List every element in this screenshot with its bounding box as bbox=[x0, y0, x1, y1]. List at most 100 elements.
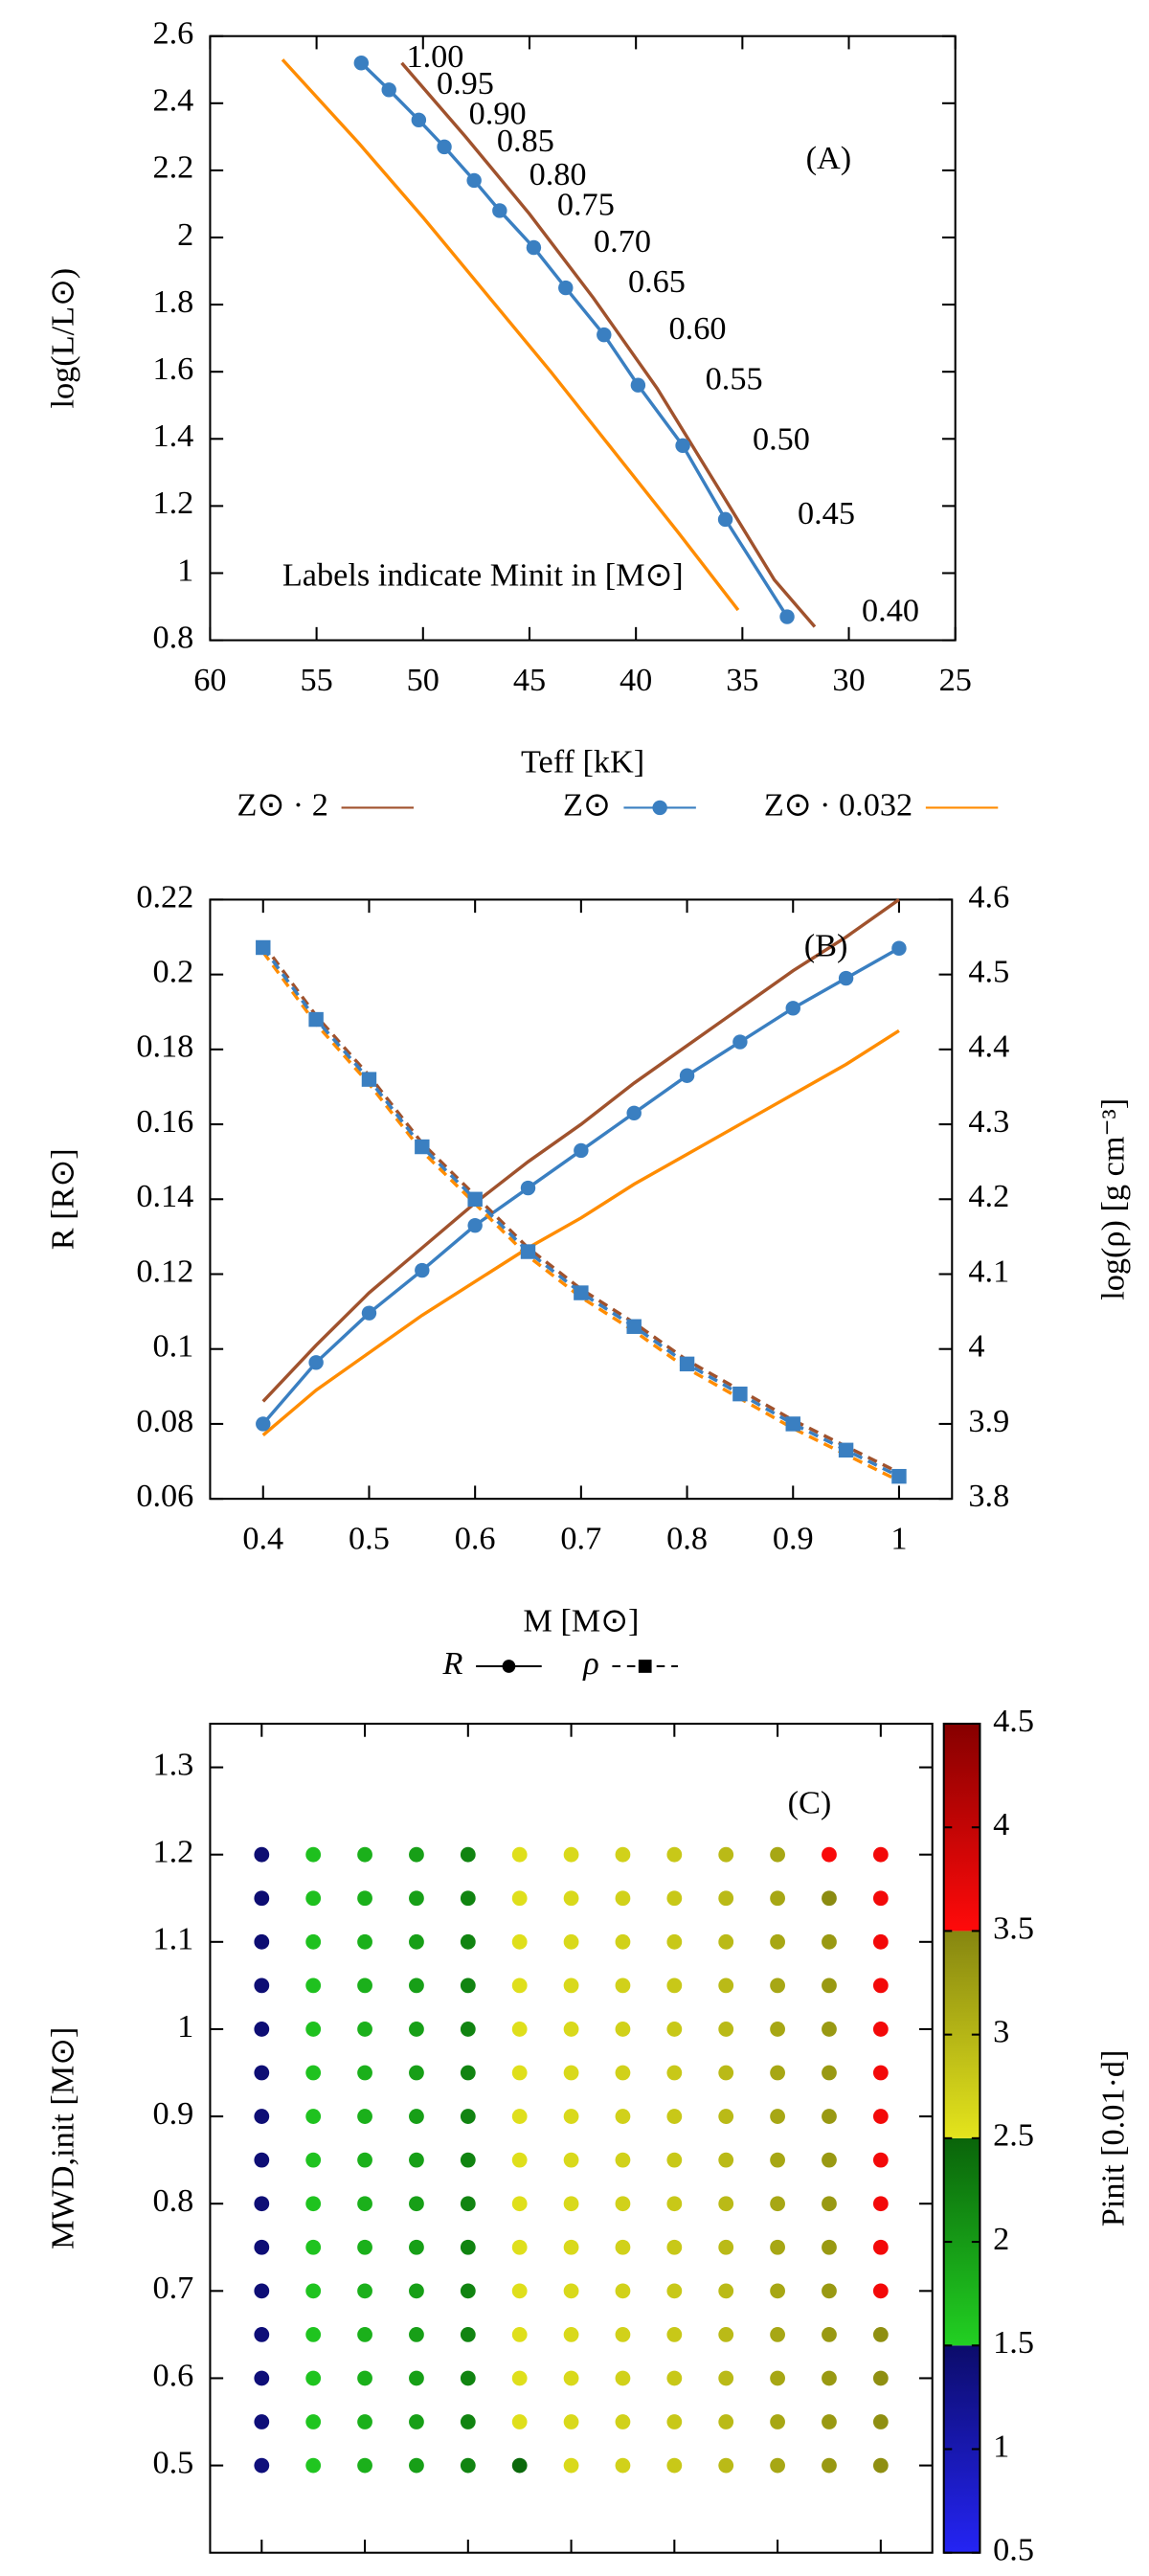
x-axis-label: M [M⊙] bbox=[523, 1602, 639, 1638]
data-point bbox=[460, 1846, 476, 1863]
data-point bbox=[872, 2196, 889, 2212]
data-point bbox=[666, 2239, 683, 2255]
data-point bbox=[872, 2109, 889, 2124]
data-point bbox=[409, 2414, 424, 2429]
y-tick-label: 1.1 bbox=[152, 1921, 193, 1957]
data-point bbox=[460, 2457, 476, 2474]
x-tick-label: 0.6 bbox=[447, 2574, 488, 2576]
data-point bbox=[511, 2457, 528, 2474]
data-point bbox=[785, 1416, 800, 1432]
data-point bbox=[305, 2065, 322, 2081]
data-point bbox=[526, 239, 542, 256]
x-tick-label: 0.8 bbox=[666, 1521, 708, 1557]
legend-label: Z⊙ bbox=[563, 786, 611, 823]
data-point bbox=[718, 2196, 734, 2212]
data-point bbox=[615, 2022, 631, 2037]
y2-tick-label: 4.2 bbox=[968, 1178, 1009, 1214]
data-point bbox=[770, 2239, 785, 2255]
colorbar-tick-label: 3.5 bbox=[993, 1909, 1034, 1946]
data-point bbox=[511, 2370, 528, 2386]
data-point bbox=[520, 1244, 536, 1259]
colorbar-tick-label: 4.5 bbox=[993, 1703, 1034, 1739]
data-point bbox=[718, 2152, 734, 2168]
data-point bbox=[409, 1890, 424, 1907]
data-point bbox=[254, 1890, 270, 1907]
y-tick-label: 0.12 bbox=[136, 1253, 193, 1289]
data-point bbox=[563, 2109, 579, 2124]
data-point bbox=[308, 1355, 324, 1370]
data-point bbox=[409, 2457, 424, 2474]
data-point bbox=[822, 2196, 837, 2212]
mass-label: 1.00 bbox=[406, 38, 463, 75]
data-point bbox=[460, 1933, 476, 1950]
data-point bbox=[254, 2022, 270, 2037]
data-point bbox=[305, 2457, 322, 2474]
data-point bbox=[718, 2327, 734, 2342]
plot-frame bbox=[209, 898, 954, 1501]
data-point bbox=[460, 2152, 476, 2168]
mass-label: 0.95 bbox=[437, 65, 494, 102]
data-point bbox=[308, 1011, 324, 1028]
data-point bbox=[511, 1977, 528, 1994]
data-point bbox=[770, 1846, 785, 1863]
data-point bbox=[718, 2022, 734, 2037]
x-tick-label: 0.4 bbox=[241, 2574, 282, 2576]
data-point bbox=[732, 1386, 748, 1402]
data-point bbox=[597, 327, 612, 343]
data-point bbox=[822, 1890, 837, 1907]
colorbar-tick-label: 1 bbox=[993, 2428, 1009, 2464]
data-point bbox=[460, 2196, 476, 2212]
legend-label: R bbox=[441, 1645, 462, 1682]
data-point bbox=[891, 940, 907, 956]
data-point bbox=[415, 1139, 430, 1155]
data-point bbox=[409, 1846, 424, 1863]
x-tick-label: 35 bbox=[726, 662, 758, 698]
y-tick-label: 1 bbox=[177, 552, 193, 588]
data-point bbox=[779, 609, 795, 624]
y-tick-label: 0.08 bbox=[136, 1403, 193, 1439]
data-point bbox=[770, 2283, 785, 2299]
data-point bbox=[872, 2283, 889, 2299]
data-point bbox=[254, 2457, 270, 2474]
data-point bbox=[305, 2196, 322, 2212]
data-point bbox=[305, 2152, 322, 2168]
y-tick-label: 2.6 bbox=[152, 15, 193, 52]
x-tick-label: 0.7 bbox=[560, 1521, 601, 1557]
y-tick-label: 0.6 bbox=[152, 2357, 193, 2393]
data-point bbox=[822, 2152, 837, 2168]
y2-tick-label: 4.3 bbox=[968, 1103, 1009, 1140]
series-line bbox=[281, 58, 740, 612]
x-tick-label: 0.4 bbox=[242, 1521, 283, 1557]
data-point bbox=[718, 1890, 734, 1907]
y-tick-label: 0.16 bbox=[136, 1103, 193, 1140]
y-axis-label: log(L/L⊙) bbox=[44, 268, 80, 409]
data-point bbox=[666, 1977, 683, 1994]
y-tick-label: 0.2 bbox=[152, 954, 193, 990]
y-tick-label: 1.6 bbox=[152, 350, 193, 387]
data-point bbox=[615, 2239, 631, 2255]
data-point bbox=[254, 2239, 270, 2255]
y-tick-label: 0.7 bbox=[152, 2270, 193, 2306]
data-point bbox=[822, 1977, 837, 1994]
data-point bbox=[666, 2022, 683, 2037]
y2-tick-label: 3.9 bbox=[968, 1403, 1009, 1439]
data-point bbox=[872, 1977, 889, 1994]
data-point bbox=[511, 1933, 528, 1950]
mass-label: 0.55 bbox=[706, 361, 763, 397]
data-point bbox=[357, 2196, 372, 2212]
y2-tick-label: 4.1 bbox=[968, 1253, 1009, 1289]
data-point bbox=[511, 2239, 528, 2255]
data-point bbox=[666, 1846, 683, 1863]
data-point bbox=[409, 1933, 424, 1950]
mass-label: 0.40 bbox=[862, 592, 919, 628]
data-point bbox=[563, 2239, 579, 2255]
y-axis-label: R [R⊙] bbox=[44, 1148, 80, 1250]
data-point bbox=[563, 2457, 579, 2474]
data-point bbox=[511, 2065, 528, 2081]
data-point bbox=[305, 2109, 322, 2124]
legend-label: ρ bbox=[582, 1645, 598, 1682]
x-tick-label: 55 bbox=[300, 662, 332, 698]
y-tick-label: 1.4 bbox=[152, 418, 193, 454]
mass-label: 0.80 bbox=[529, 156, 587, 192]
data-point bbox=[770, 2414, 785, 2429]
